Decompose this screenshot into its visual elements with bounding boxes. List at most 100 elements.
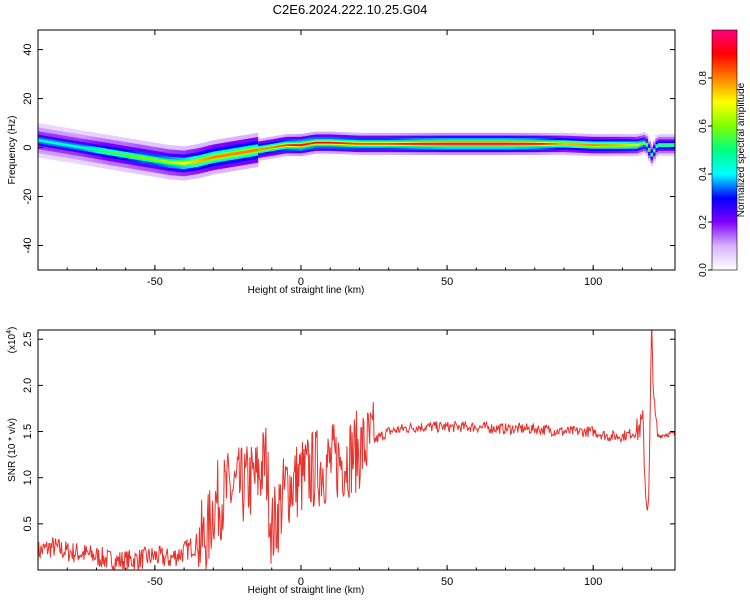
spectrogram-cell [55,141,59,145]
spectrogram-cell [323,141,326,144]
spectrogram-cell [358,142,361,145]
spectrogram-cell [515,143,519,145]
spectrogram-cell [633,144,636,146]
bottom-x-tick-label: 50 [441,576,453,588]
spectrogram-cell [625,144,629,146]
spectrogram-cell [330,141,334,144]
spectrogram-cell [218,154,221,158]
spectrogram-cell [253,149,256,152]
spectrogram-cell [478,143,481,145]
spectrogram-cell [283,144,286,147]
spectrogram-cell [620,144,624,146]
spectrogram-cell [523,143,526,145]
spectrogram-cell [260,148,264,151]
spectrogram-cell [423,143,426,145]
spectrogram-cell [125,153,129,157]
spectrogram-cell [528,143,531,145]
spectrogram-cell [173,161,176,165]
spectrogram-cell [60,142,64,146]
spectrogram-cell [288,144,291,146]
spectrogram-cell [543,143,546,145]
spectrogram-cell [150,157,154,161]
spectrogram-cell [133,154,136,158]
spectrogram-cell [68,144,71,147]
spectrogram-cell [158,159,161,162]
spectrogram-cell [408,143,411,145]
spectrogram-cell [290,144,294,146]
spectrogram-cell [155,158,159,162]
spectrogram-cell [600,144,604,146]
spectrogram-cell [630,144,634,146]
spectrogram-cell [123,153,126,157]
spectrogram-cell [190,160,194,164]
spectrogram-cell [270,146,274,149]
spectrogram-cell [303,143,306,146]
spectrogram-cell [128,154,131,157]
spectrogram-cell [138,155,141,159]
spectrogram-cell [588,144,591,146]
spectrogram-cell [363,143,366,145]
spectrogram-cell [315,141,319,144]
spectrogram-cell [473,143,476,145]
spectrogram-cell [553,143,556,145]
spectrogram-cell [275,145,279,148]
spectrogram-cell [483,143,486,145]
spectrogram-cell [195,159,199,163]
spectrogram-cell [653,149,656,152]
spectrogram-cell [240,151,244,154]
spectrogram-cell [390,143,394,145]
spectrogram-cell [348,142,351,145]
spectrogram-cell [43,139,46,143]
top-y-tick-label: 40 [22,43,34,55]
top-y-tick-label: -20 [22,189,34,205]
spectrogram-cell [665,144,669,146]
y-multiplier-close: ) [7,327,18,330]
spectrogram-cell [658,144,661,146]
spectrogram-cell [153,158,156,162]
spectrogram-cell [223,154,226,157]
spectrogram-cell [300,144,304,146]
colorbar-tick-label: 0.8 [698,71,709,85]
spectrogram-cell [255,148,259,152]
spectrogram-cell [508,143,511,145]
spectrogram-cell [110,151,114,154]
spectrogram-cell [250,149,254,153]
spectrogram-cell [103,149,106,153]
spectrogram-cell [295,144,299,146]
spectrogram-cell [230,152,234,156]
colorbar-tick-label: 0.4 [698,167,709,181]
spectrogram-cell [413,143,416,145]
spectrogram-cell [298,144,301,146]
spectrogram-cell [570,143,574,146]
snr-line [38,330,675,570]
spectrogram-cell [235,152,239,155]
spectrogram-cell [45,140,49,144]
spectrogram-cell [328,141,331,144]
spectrogram-cell [433,143,436,145]
spectrogram-cell [98,149,101,152]
spectrogram-cell [320,141,324,144]
spectrogram-cell [403,143,406,145]
spectrogram-cell [648,149,651,151]
spectrogram-cell [93,148,96,151]
spectrogram-cell [465,143,469,145]
spectrogram-cell [308,142,311,145]
spectrogram-cell [565,143,569,145]
top-y-axis-label: Frequency (Hz) [7,116,18,185]
spectrogram-cell [448,143,451,145]
spectrogram-cell [170,161,174,164]
spectrogram-cell [243,150,246,154]
spectrogram-cell [360,143,364,145]
spectrogram-cell [50,141,54,144]
spectrogram-cell [200,158,204,162]
spectrogram-cell [475,143,479,145]
bottom-y-axis-label: SNR (10 * v/v) [7,418,18,482]
spectrogram-cell [115,152,119,155]
spectrogram-cell [575,143,579,146]
spectrogram-cell [590,144,594,146]
bottom-y-tick-label: 2.0 [22,378,34,393]
spectrogram-cell [430,143,434,145]
spectrogram-cell [373,143,376,145]
spectrogram-cell [558,143,561,145]
spectrogram-cell [518,143,521,145]
